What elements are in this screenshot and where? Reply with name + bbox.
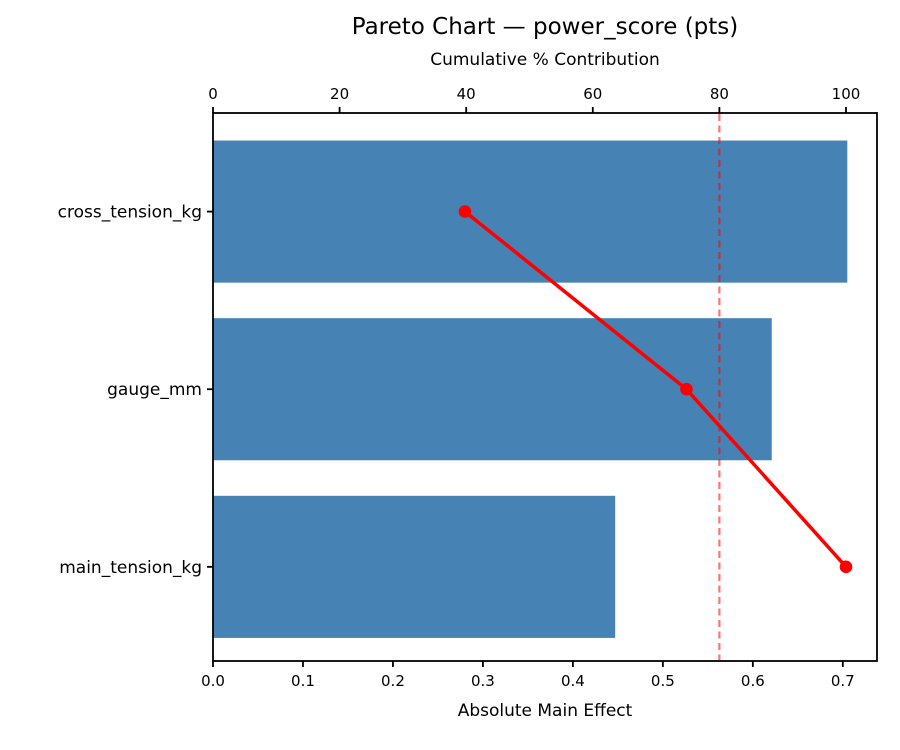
cumulative-marker-cross_tension_kg: [458, 205, 472, 218]
bar-gauge_mm: [213, 318, 772, 461]
top-axis-tick-label: 60: [583, 85, 602, 103]
x-axis-tick-label: 0.1: [291, 672, 315, 690]
x-axis-label: Absolute Main Effect: [457, 701, 633, 721]
x-axis-tick-label: 0.3: [471, 672, 495, 690]
x-axis-tick-label: 0.5: [651, 672, 675, 690]
top-axis-tick-label: 100: [832, 85, 861, 103]
axes-spines: [212, 112, 878, 662]
category-label-cross_tension_kg: cross_tension_kg: [58, 203, 202, 223]
top-axis-tick-label: 80: [710, 85, 729, 103]
x-axis-tick-label: 0.4: [561, 672, 585, 690]
x-axis-tick-label: 0.6: [741, 672, 765, 690]
category-label-gauge_mm: gauge_mm: [107, 380, 202, 400]
cumulative-marker-main_tension_kg: [839, 560, 853, 574]
x-axis-tick-label: 0.0: [201, 672, 225, 690]
x-axis-tick-label: 0.7: [831, 672, 855, 690]
bar-main_tension_kg: [213, 495, 616, 638]
category-label-main_tension_kg: main_tension_kg: [59, 558, 202, 578]
top-axis-tick-label: 40: [457, 85, 476, 103]
x-axis-tick-label: 0.2: [381, 672, 405, 690]
top-axis-label: Cumulative % Contribution: [430, 50, 660, 70]
bar-cross_tension_kg: [213, 140, 848, 283]
top-axis-tick-label: 20: [330, 85, 349, 103]
chart-title: Pareto Chart — power_score (pts): [351, 14, 739, 40]
top-axis-tick-label: 0: [208, 85, 218, 103]
cumulative-marker-gauge_mm: [680, 382, 693, 396]
